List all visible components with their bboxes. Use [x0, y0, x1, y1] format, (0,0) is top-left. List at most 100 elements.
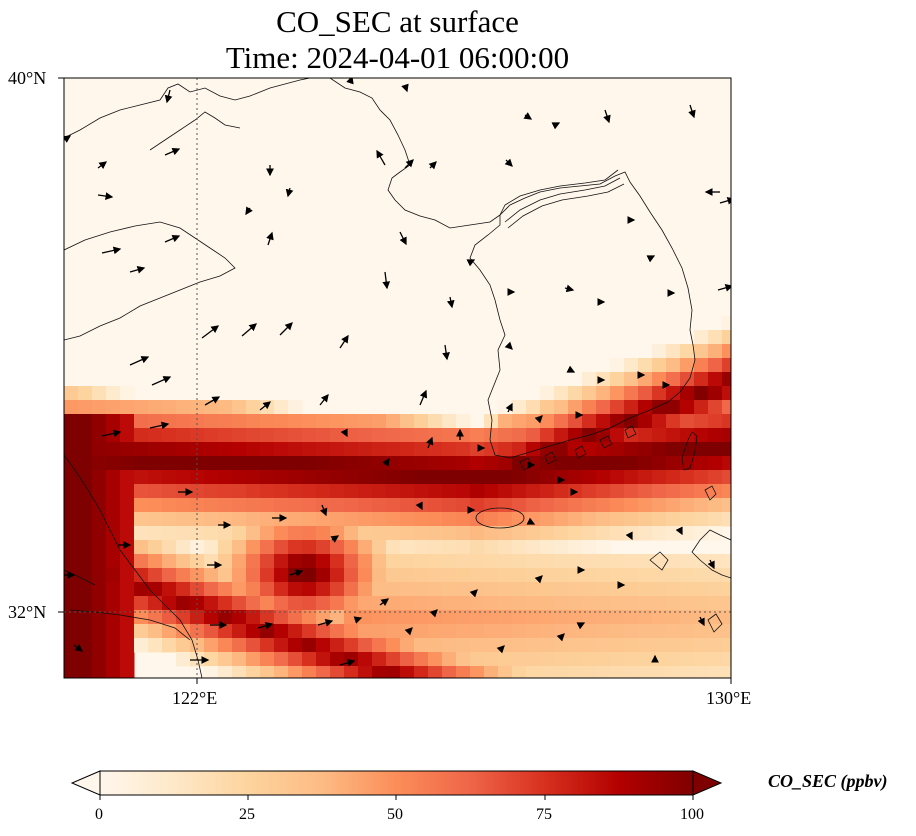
field-cell — [526, 414, 541, 429]
field-cell — [666, 512, 681, 527]
field-cell — [162, 400, 177, 415]
field-cell — [582, 596, 597, 611]
field-cell — [330, 470, 345, 485]
field-cell — [344, 624, 359, 639]
field-cell — [498, 652, 513, 667]
field-cell — [722, 428, 731, 443]
field-cell — [624, 484, 639, 499]
field-cell — [400, 652, 415, 667]
field-cell — [260, 582, 275, 597]
field-cell — [512, 652, 527, 667]
field-cell — [624, 582, 639, 597]
wind-arrow — [551, 122, 561, 130]
field-cell — [218, 498, 233, 513]
wind-arrow — [340, 428, 348, 438]
field-cell — [554, 582, 569, 597]
field-cell — [512, 498, 527, 513]
field-cell — [708, 456, 723, 471]
field-cell — [484, 456, 499, 471]
field-cell — [708, 610, 723, 625]
field-cell — [638, 442, 653, 457]
field-cell — [568, 414, 583, 429]
field-cell — [386, 554, 401, 569]
field-cell — [148, 624, 163, 639]
wind-arrow — [717, 284, 731, 292]
wind-arrow — [289, 569, 304, 577]
field-cell — [176, 442, 191, 457]
field-cell — [372, 624, 387, 639]
colorbar-tick-label: 25 — [239, 806, 255, 823]
field-cell — [148, 442, 163, 457]
field-cell — [498, 498, 513, 513]
field-cell — [652, 386, 667, 401]
field-cell — [456, 428, 471, 443]
field-cell — [358, 428, 373, 443]
field-cell — [372, 512, 387, 527]
field-cell — [498, 428, 513, 443]
field-cell — [596, 414, 611, 429]
field-cell — [260, 666, 275, 678]
field-cell — [652, 568, 667, 583]
field-cell — [232, 442, 247, 457]
wind-arrow — [442, 344, 450, 361]
field-cell — [414, 428, 429, 443]
field-cell — [78, 652, 93, 667]
wind-arrow — [279, 322, 293, 336]
field-cell — [92, 624, 107, 639]
field-cell — [680, 582, 695, 597]
field-cell — [722, 512, 731, 527]
field-cell — [666, 428, 681, 443]
field-cell — [652, 624, 667, 639]
field-cell — [288, 596, 303, 611]
field-cell — [722, 386, 731, 401]
field-cell — [624, 498, 639, 513]
field-cell — [568, 554, 583, 569]
field-cell — [64, 596, 79, 611]
field-cell — [554, 456, 569, 471]
field-cell — [400, 596, 415, 611]
field-cell — [484, 540, 499, 555]
field-cell — [302, 540, 317, 555]
field-cell — [526, 624, 541, 639]
field-cell — [274, 428, 289, 443]
field-cell — [358, 568, 373, 583]
field-cell — [708, 498, 723, 513]
field-cell — [442, 526, 457, 541]
field-cell — [442, 484, 457, 499]
field-cell — [414, 624, 429, 639]
wind-arrow — [164, 147, 181, 156]
wind-arrow — [401, 83, 409, 93]
field-cell — [582, 456, 597, 471]
field-cell — [218, 582, 233, 597]
field-cell — [694, 344, 709, 359]
field-cell — [708, 386, 723, 401]
field-cell — [302, 498, 317, 513]
field-cell — [92, 652, 107, 667]
field-cell — [134, 582, 149, 597]
field-cell — [666, 596, 681, 611]
field-cell — [568, 512, 583, 527]
field-cell — [386, 540, 401, 555]
field-cell — [246, 414, 261, 429]
field-cell — [694, 400, 709, 415]
field-cell — [302, 526, 317, 541]
field-cell — [414, 652, 429, 667]
field-cell — [78, 526, 93, 541]
field-cell — [176, 526, 191, 541]
field-cell — [652, 442, 667, 457]
field-cell — [148, 456, 163, 471]
field-cell — [218, 526, 233, 541]
field-cell — [372, 498, 387, 513]
field-cell — [120, 414, 135, 429]
field-cell — [442, 554, 457, 569]
field-cell — [694, 610, 709, 625]
field-cell — [274, 484, 289, 499]
field-cell — [722, 456, 731, 471]
field-cell — [246, 428, 261, 443]
wind-arrow — [164, 234, 181, 243]
field-cell — [610, 512, 625, 527]
field-cell — [260, 400, 275, 415]
field-cell — [512, 638, 527, 653]
field-cell — [204, 456, 219, 471]
field-cell — [582, 554, 597, 569]
